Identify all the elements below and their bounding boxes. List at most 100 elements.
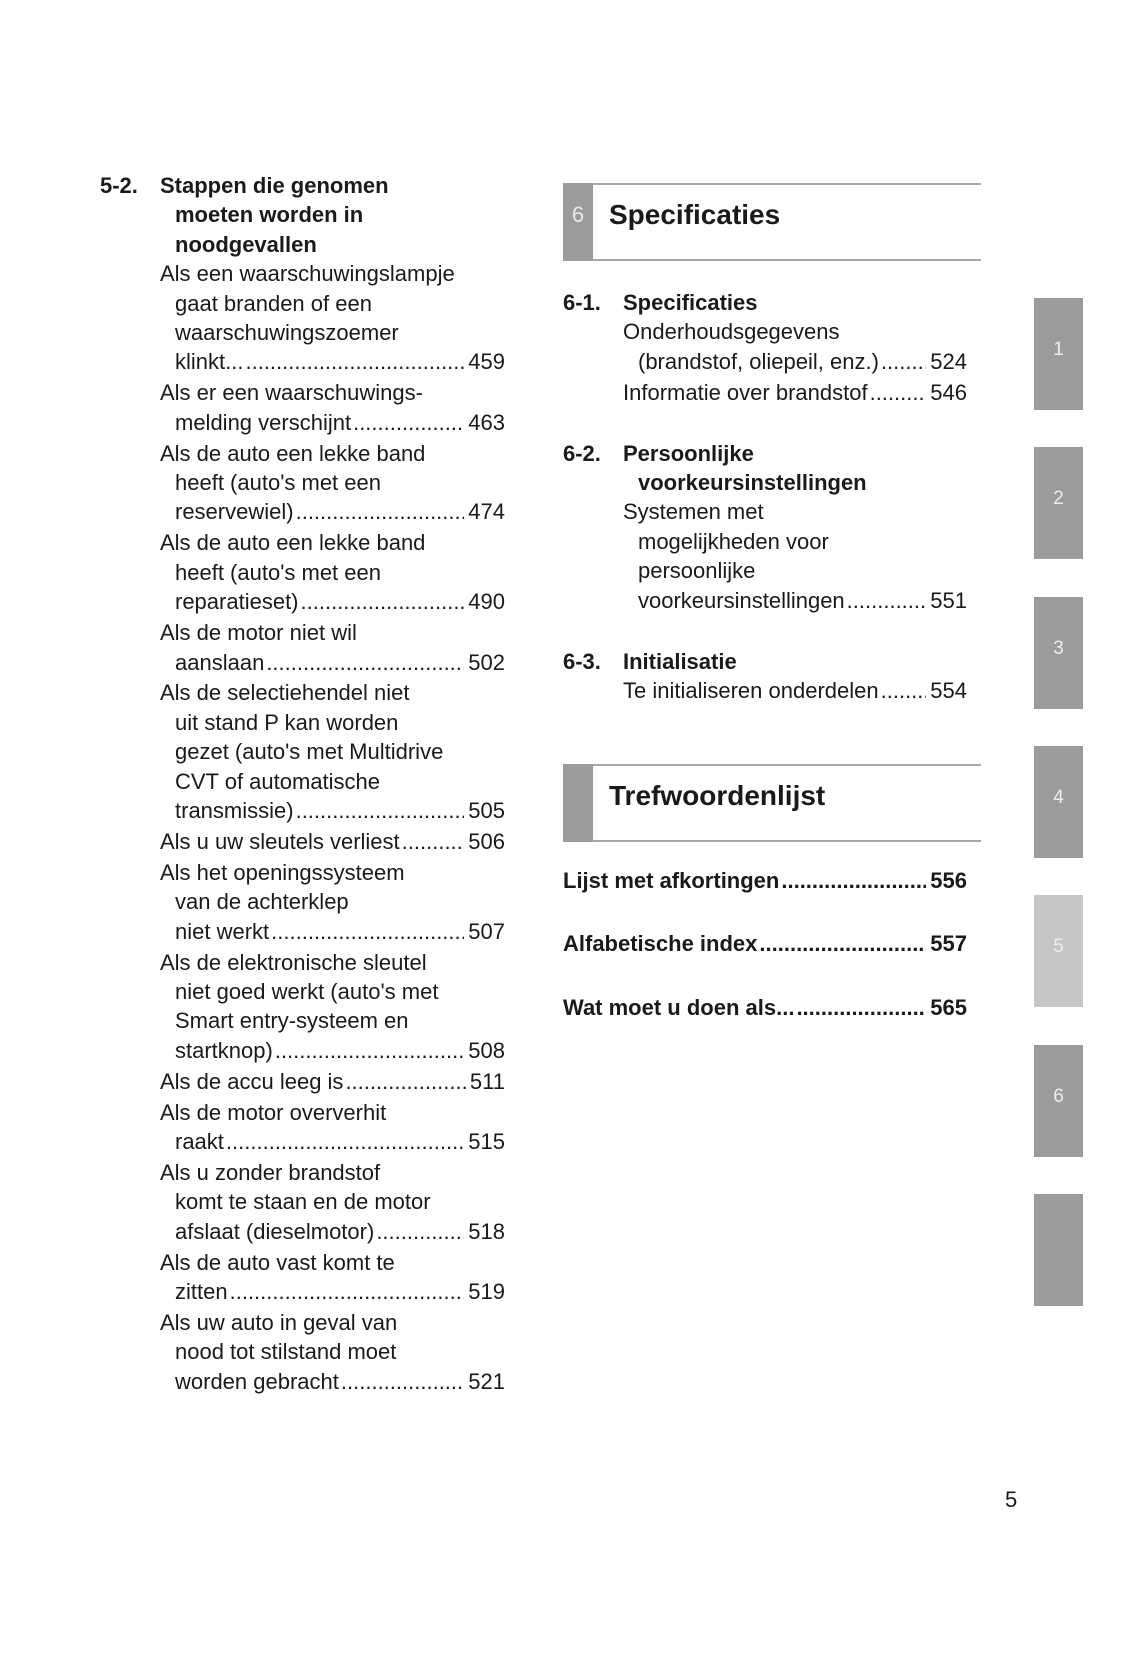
toc-page-number[interactable]: 463 — [468, 409, 505, 435]
dot-leader — [881, 676, 927, 705]
index-header: Trefwoordenlijst — [563, 764, 981, 842]
toc-entry[interactable]: Als u uw sleutels verliest 506 — [100, 827, 505, 856]
toc-entry[interactable]: Als de elektronische sleutel niet goed we… — [100, 948, 505, 1066]
section-title-line: Stappen die genomen — [160, 173, 389, 198]
toc-page-number[interactable]: 474 — [468, 499, 505, 525]
toc-page-number[interactable]: 551 — [930, 587, 967, 613]
toc-entry[interactable]: Als de auto een lekke band heeft (auto's … — [100, 439, 505, 527]
toc-entry-text: niet werkt — [175, 918, 270, 944]
index-entry-label: Lijst met afkortingen — [563, 868, 780, 893]
toc-entry-line: heeft (auto's met een — [175, 470, 381, 496]
toc-page-number[interactable]: 524 — [930, 348, 967, 374]
toc-page-number[interactable]: 521 — [468, 1368, 505, 1394]
toc-entry-text: startknop) — [175, 1037, 273, 1063]
dot-leader — [881, 347, 926, 376]
toc-entry-line: Als de auto een lekke band — [160, 440, 426, 466]
toc-page-number[interactable]: 511 — [469, 1068, 505, 1094]
toc-entry-line: Als de motor oververhit — [160, 1099, 387, 1125]
toc-entry-line: mogelijkheden voor — [638, 528, 829, 554]
section-title-line: Initialisatie — [623, 648, 737, 674]
toc-entry[interactable]: Als de motor oververhit raakt 515 — [100, 1098, 505, 1157]
toc-entry-line: uit stand P kan worden — [175, 709, 399, 735]
toc-entry-text: voorkeursinstellingen — [638, 587, 845, 613]
toc-entry-text: transmissie) — [175, 798, 294, 824]
section-title[interactable]: Specificaties — [623, 288, 758, 317]
toc-entry-line: Als uw auto in geval van — [160, 1309, 398, 1335]
dot-leader — [345, 1067, 465, 1096]
toc-page-number[interactable]: 490 — [468, 589, 505, 615]
toc-page-number[interactable]: 515 — [468, 1129, 505, 1154]
section-title[interactable]: Stappen die genomen moeten worden in noodg… — [160, 171, 389, 259]
index-page-number[interactable]: 557 — [930, 931, 967, 956]
chapter-tab-1[interactable]: 1 — [1034, 298, 1083, 410]
dot-leader — [226, 1127, 464, 1156]
chapter-tab-2[interactable]: 2 — [1034, 447, 1083, 560]
chapter-tab-4[interactable]: 4 — [1034, 745, 1083, 858]
dot-leader — [341, 1367, 464, 1396]
toc-page-number[interactable]: 546 — [930, 379, 967, 405]
toc-entry-line: startknop) 508 — [160, 1036, 505, 1065]
section-title-line: Specificaties — [623, 290, 758, 315]
dot-leader — [759, 931, 926, 957]
toc-entry-line: niet werkt 507 — [160, 917, 505, 946]
toc-entry-line: zitten 519 — [160, 1277, 505, 1306]
dot-leader — [870, 378, 927, 407]
toc-entry-line: waarschuwingszoemer — [175, 320, 399, 346]
toc-entry-text: melding verschijnt — [175, 409, 352, 435]
index-page-number[interactable]: 556 — [930, 868, 967, 893]
toc-entry-text: klinkt... — [175, 349, 244, 375]
toc-entry[interactable]: Als de selectiehendel niet uit stand P ka… — [100, 678, 505, 825]
index-entry-label: Alfabetische index — [563, 931, 758, 956]
toc-page-number[interactable]: 502 — [468, 649, 505, 675]
toc-entry-text: zitten — [175, 1279, 228, 1305]
toc-entry-line: van de achterklep — [175, 889, 349, 915]
toc-entry-text: Als de accu leeg is — [160, 1068, 344, 1094]
toc-entry[interactable]: Te initialiseren onderdelen 554 — [563, 676, 967, 705]
toc-entry-line: gaat branden of een — [175, 290, 372, 316]
toc-entry-text: worden gebracht — [175, 1368, 339, 1394]
toc-entry-line: Als de auto vast komt te — [160, 1249, 395, 1275]
toc-page-number[interactable]: 506 — [468, 828, 505, 854]
section-heading: 6-2. Persoonlijke voorkeursinstellingen — [563, 439, 967, 498]
chapter-tab-index[interactable] — [1034, 1193, 1083, 1306]
toc-entry[interactable]: Als uw auto in geval van nood tot stilsta… — [100, 1308, 505, 1396]
toc-entry[interactable]: Als de auto een lekke band heeft (auto's … — [100, 528, 505, 616]
toc-entry[interactable]: Informatie over brandstof 546 — [563, 378, 967, 407]
toc-page-number[interactable]: 505 — [468, 798, 505, 824]
section-number: 6-1. — [563, 290, 601, 315]
toc-entry-line: Smart entry-systeem en — [175, 1008, 409, 1034]
chapter-tab-6[interactable]: 6 — [1034, 1044, 1083, 1157]
toc-page-number[interactable]: 507 — [468, 918, 505, 944]
toc-page-number[interactable]: 519 — [468, 1279, 505, 1305]
chapter-tab-5[interactable]: 5 — [1034, 895, 1083, 1008]
toc-entry[interactable]: Als de motor niet wil aanslaan 502 — [100, 618, 505, 677]
toc-entry[interactable]: Als een waarschuwingslampje gaat branden … — [100, 259, 505, 377]
index-entry[interactable]: Lijst met afkortingen 556 — [563, 868, 967, 894]
toc-entry[interactable]: Als de accu leeg is 511 — [100, 1067, 505, 1096]
toc-entry-text: afslaat (dieselmotor) — [175, 1218, 375, 1244]
toc-entry[interactable]: Systemen met mogelijkheden voor persoonlij… — [563, 497, 967, 615]
index-entry[interactable]: Wat moet u doen als... 565 — [563, 995, 967, 1021]
toc-entry[interactable]: Als de auto vast komt te zitten 519 — [100, 1248, 505, 1307]
toc-entry-text: reparatieset) — [175, 589, 299, 615]
index-page-number[interactable]: 565 — [930, 995, 967, 1020]
toc-entry[interactable]: Als u zonder brandstof komt te staan en d… — [100, 1158, 505, 1246]
toc-page-number[interactable]: 508 — [468, 1037, 505, 1063]
dot-leader — [296, 497, 465, 526]
toc-entry[interactable]: Als het openingssysteem van de achterklep… — [100, 858, 505, 946]
section-heading: 5-2. Stappen die genomen moeten worden in n… — [100, 171, 505, 259]
index-title[interactable]: Trefwoordenlijst — [609, 780, 826, 811]
section-title[interactable]: Initialisatie — [623, 647, 737, 676]
chapter-tab-3[interactable]: 3 — [1034, 596, 1083, 709]
toc-page-number[interactable]: 459 — [468, 349, 505, 375]
toc-entry-line: Als het openingssysteem — [160, 859, 405, 885]
toc-entry[interactable]: Onderhoudsgegevens (brandstof, oliepeil, … — [563, 317, 967, 376]
toc-entry-line: CVT of automatische — [175, 768, 381, 794]
toc-page-number[interactable]: 518 — [468, 1218, 505, 1244]
toc-entry[interactable]: Als er een waarschuwings-melding verschi… — [100, 378, 505, 437]
section-title[interactable]: Persoonlijke voorkeursinstellingen — [623, 439, 867, 498]
chapter-title[interactable]: Specificaties — [609, 199, 781, 230]
toc-page-number[interactable]: 554 — [930, 677, 967, 703]
index-entry[interactable]: Alfabetische index 557 — [563, 931, 967, 957]
index-header-strip — [563, 764, 593, 842]
